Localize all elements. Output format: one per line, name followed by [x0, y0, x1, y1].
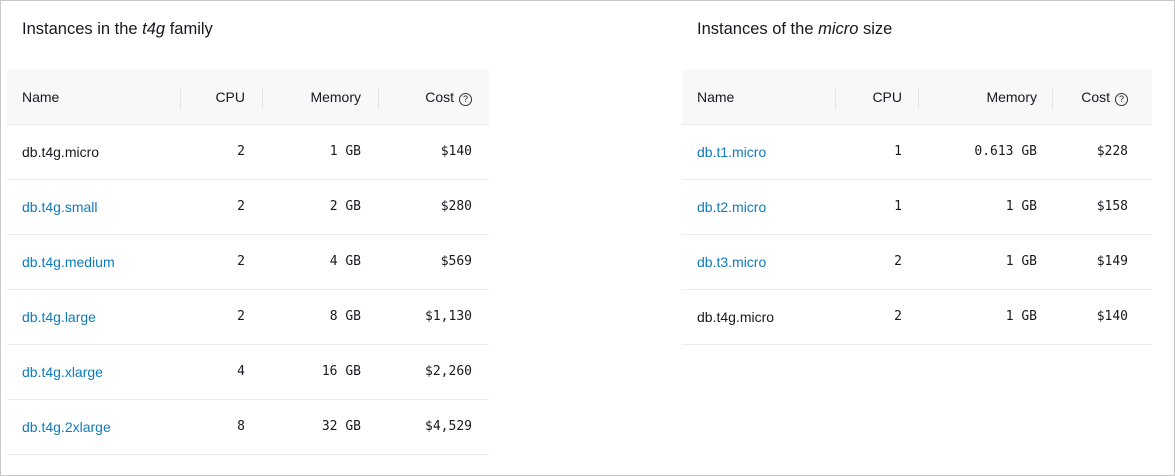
- table-row: db.t4g.large 2 8 GB $1,130: [7, 290, 489, 345]
- memory-value: 2 GB: [329, 199, 361, 214]
- table-header: Name CPU Memory Cost?: [682, 70, 1152, 125]
- instance-link[interactable]: db.t3.micro: [697, 254, 767, 270]
- cost-value: $2,260: [425, 364, 472, 379]
- column-divider[interactable]: [378, 87, 379, 109]
- memory-value: 0.613 GB: [974, 144, 1037, 159]
- memory-value: 1 GB: [1005, 254, 1037, 269]
- instance-link[interactable]: db.t4g.2xlarge: [22, 419, 111, 435]
- cost-value: $149: [1096, 254, 1128, 269]
- column-header-cost[interactable]: Cost?: [425, 70, 472, 124]
- micro-size-table: Name CPU Memory Cost? db.t1.micro 1 0.613 GB $2…: [682, 70, 1152, 345]
- column-header-name[interactable]: Name: [22, 89, 60, 105]
- instance-link[interactable]: db.t4g.xlarge: [22, 364, 103, 380]
- cost-value: $280: [440, 199, 472, 214]
- memory-value: 1 GB: [329, 144, 361, 159]
- memory-value: 8 GB: [329, 309, 361, 324]
- column-divider[interactable]: [918, 87, 919, 109]
- table-row: db.t1.micro 1 0.613 GB $228: [682, 125, 1152, 180]
- memory-value: 32 GB: [321, 419, 361, 434]
- instance-name: db.t4g.micro: [697, 309, 775, 325]
- question-circle-icon[interactable]: ?: [1115, 93, 1128, 106]
- cost-value: $569: [440, 254, 472, 269]
- cost-value: $4,529: [425, 419, 472, 434]
- question-circle-icon[interactable]: ?: [459, 93, 472, 106]
- table-row: db.t2.micro 1 1 GB $158: [682, 180, 1152, 235]
- t4g-family-table: Name CPU Memory Cost? db.t4g.micro 2 1 GB $140 d…: [7, 70, 489, 455]
- table-row: db.t4g.micro 2 1 GB $140: [682, 290, 1152, 345]
- column-divider[interactable]: [835, 87, 836, 109]
- cpu-value: 2: [237, 254, 245, 269]
- cost-value: $140: [440, 144, 472, 159]
- cpu-value: 2: [237, 199, 245, 214]
- column-header-cost[interactable]: Cost?: [1081, 70, 1128, 124]
- memory-value: 1 GB: [1005, 199, 1037, 214]
- cpu-value: 2: [237, 144, 245, 159]
- cost-value: $228: [1096, 144, 1128, 159]
- cpu-value: 2: [237, 309, 245, 324]
- left-table-title: Instances in the t4g family: [22, 20, 213, 38]
- cpu-value: 2: [894, 309, 902, 324]
- cpu-value: 1: [894, 199, 902, 214]
- column-header-name[interactable]: Name: [697, 89, 735, 105]
- cost-value: $140: [1096, 309, 1128, 324]
- instance-link[interactable]: db.t1.micro: [697, 144, 767, 160]
- column-header-cpu[interactable]: CPU: [872, 89, 902, 105]
- cost-label: Cost: [1081, 89, 1110, 105]
- column-divider[interactable]: [1052, 87, 1053, 109]
- cpu-value: 4: [237, 364, 245, 379]
- table-header: Name CPU Memory Cost?: [7, 70, 489, 125]
- memory-value: 16 GB: [321, 364, 361, 379]
- instance-link[interactable]: db.t2.micro: [697, 199, 767, 215]
- instance-link[interactable]: db.t4g.medium: [22, 254, 115, 270]
- column-divider[interactable]: [180, 87, 181, 109]
- cost-value: $158: [1096, 199, 1128, 214]
- cpu-value: 8: [237, 419, 245, 434]
- memory-value: 4 GB: [329, 254, 361, 269]
- right-table-title: Instances of the micro size: [697, 20, 893, 38]
- table-row: db.t4g.xlarge 4 16 GB $2,260: [7, 345, 489, 400]
- table-row: db.t4g.micro 2 1 GB $140: [7, 125, 489, 180]
- table-row: db.t4g.small 2 2 GB $280: [7, 180, 489, 235]
- table-row: db.t3.micro 2 1 GB $149: [682, 235, 1152, 290]
- table-row: db.t4g.2xlarge 8 32 GB $4,529: [7, 400, 489, 455]
- table-row: db.t4g.medium 2 4 GB $569: [7, 235, 489, 290]
- memory-value: 1 GB: [1005, 309, 1037, 324]
- instance-link[interactable]: db.t4g.large: [22, 309, 96, 325]
- cost-label: Cost: [425, 89, 454, 105]
- cost-value: $1,130: [425, 309, 472, 324]
- cpu-value: 2: [894, 254, 902, 269]
- cpu-value: 1: [894, 144, 902, 159]
- column-header-memory[interactable]: Memory: [310, 89, 361, 105]
- column-divider[interactable]: [262, 87, 263, 109]
- instance-link[interactable]: db.t4g.small: [22, 199, 98, 215]
- column-header-memory[interactable]: Memory: [986, 89, 1037, 105]
- instance-name: db.t4g.micro: [22, 144, 100, 160]
- column-header-cpu[interactable]: CPU: [215, 89, 245, 105]
